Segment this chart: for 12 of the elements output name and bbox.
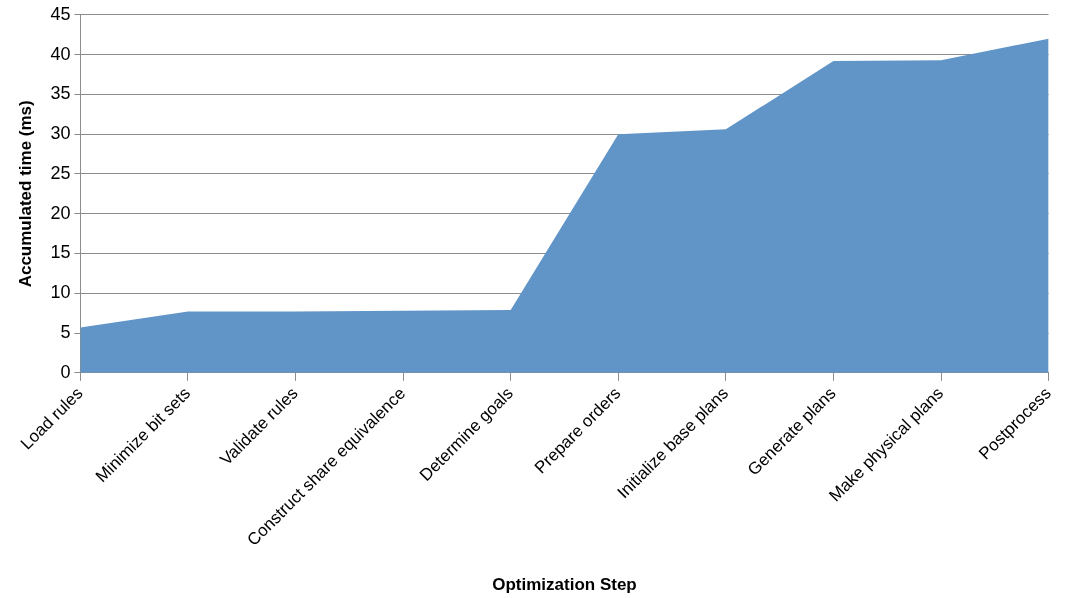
y-tick-label: 30	[50, 123, 71, 144]
y-tick-label: 45	[50, 3, 71, 24]
x-axis-title: Optimization Step	[492, 575, 637, 595]
y-tick-label: 5	[60, 322, 71, 343]
y-tick-label: 35	[50, 83, 71, 104]
y-tick-label: 20	[50, 202, 71, 223]
y-axis-title: Accumulated time (ms)	[15, 100, 35, 288]
y-tick-label: 25	[50, 162, 71, 183]
y-tick-label: 40	[50, 43, 71, 64]
y-tick-label: 15	[50, 242, 71, 263]
y-tick-label: 10	[50, 282, 71, 303]
y-tick-label: 0	[60, 361, 71, 382]
